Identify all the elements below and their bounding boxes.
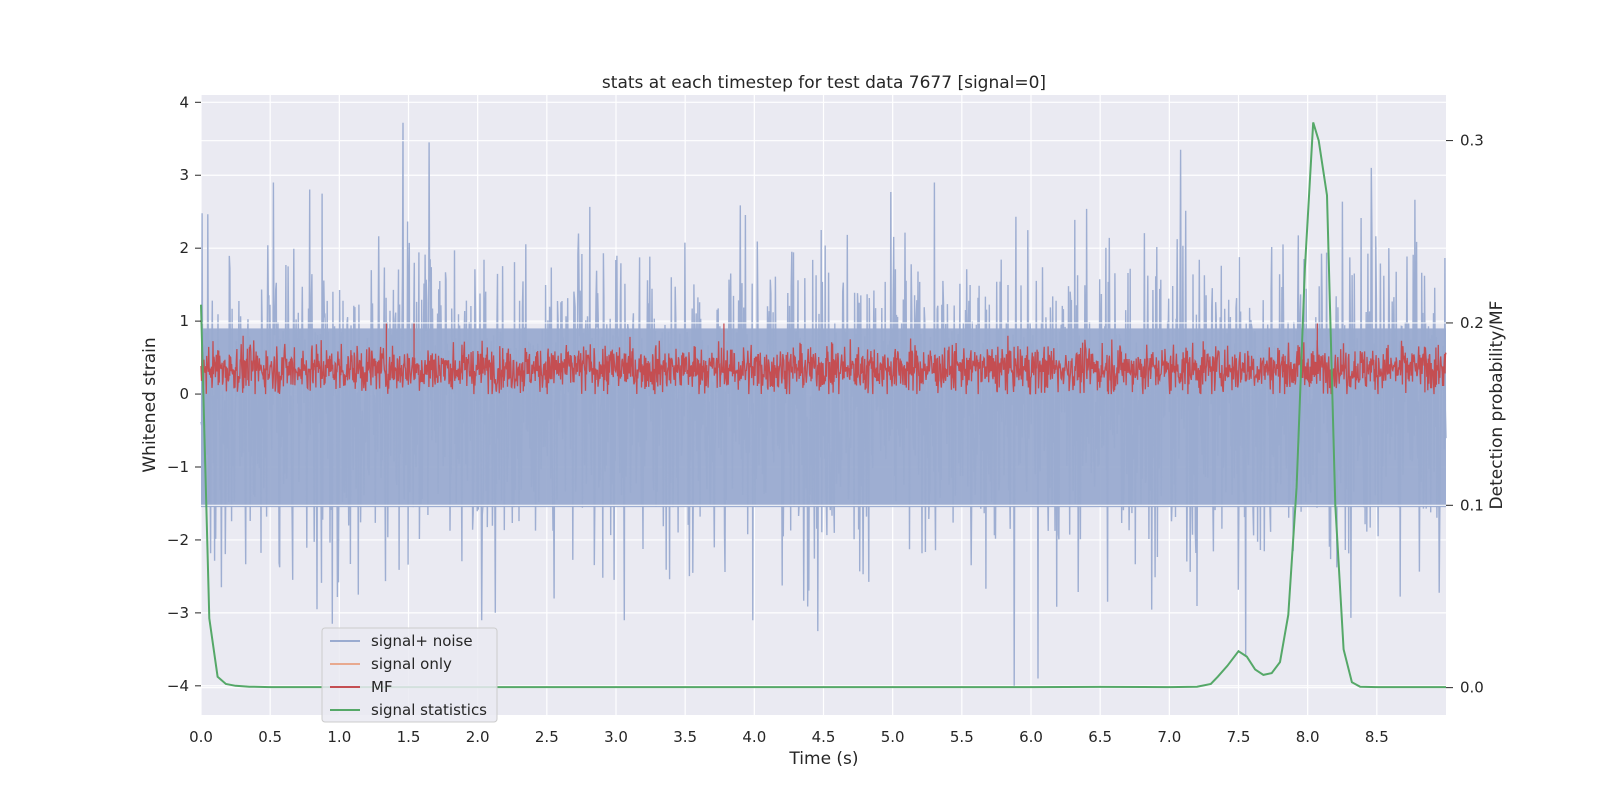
x-tick-label: 5.5: [950, 728, 974, 746]
y-axis-label: Whitened strain: [140, 337, 160, 472]
x-tick-label: 7.5: [1227, 728, 1251, 746]
y-tick-label: 0: [179, 385, 189, 403]
x-tick-label: 5.0: [881, 728, 905, 746]
legend: signal+ noise signal only MF signal stat…: [321, 627, 498, 723]
y-tick-label: 4: [179, 93, 189, 111]
x-tick-label: 2.5: [535, 728, 559, 746]
data-layer: [200, 122, 1447, 689]
x-tick-label: 4.0: [742, 728, 766, 746]
x-tick-label: 3.5: [673, 728, 697, 746]
y-tick-label: 2: [179, 239, 189, 257]
x-axis-label: Time (s): [788, 749, 858, 769]
y-tick-label: 1: [179, 312, 189, 330]
series-signal-statistics-line: [200, 122, 1446, 689]
y-right-tick-label: 0.0: [1460, 679, 1484, 697]
x-tick-label: 7.0: [1157, 728, 1181, 746]
x-tick-label: 6.0: [1019, 728, 1043, 746]
x-tick-label: 8.5: [1365, 728, 1389, 746]
x-tick-label: 2.0: [466, 728, 490, 746]
y-tick-label: −4: [167, 677, 189, 695]
y-axis-right-label: Detection probability/MF: [1487, 301, 1507, 510]
y-right-tick-label: 0.2: [1460, 314, 1484, 332]
x-tick-label: 8.0: [1296, 728, 1320, 746]
y-right-tick-label: 0.3: [1460, 132, 1484, 150]
legend-label-mf: MF: [371, 678, 393, 696]
series-mf-line: [200, 335, 1447, 395]
legend-label-signal-only: signal only: [371, 655, 452, 673]
series-signal-noise-line: [200, 122, 1447, 686]
x-tick-label: 3.0: [604, 728, 628, 746]
y-tick-label: −3: [167, 604, 189, 622]
y-right-tick-label: 0.1: [1460, 496, 1484, 514]
x-tick-label: 4.5: [812, 728, 836, 746]
y-tick-label: −1: [167, 458, 189, 476]
tick-layer: 0.0 0.5 1.0 1.5 2.0 2.5 3.0 3.5 4.0 4.5 5.0 5.5 6.0 6…: [167, 93, 1484, 746]
legend-label-signal-noise: signal+ noise: [371, 632, 473, 650]
legend-label-signal-statistics: signal statistics: [371, 701, 487, 719]
x-tick-label: 1.5: [397, 728, 421, 746]
chart-title: stats at each timestep for test data 767…: [602, 73, 1046, 93]
x-tick-label: 0.0: [189, 728, 213, 746]
legend-box: [321, 627, 498, 723]
x-tick-label: 6.5: [1088, 728, 1112, 746]
x-tick-label: 0.5: [258, 728, 282, 746]
y-tick-label: 3: [179, 166, 189, 184]
y-tick-label: −2: [167, 531, 189, 549]
x-tick-label: 1.0: [327, 728, 351, 746]
